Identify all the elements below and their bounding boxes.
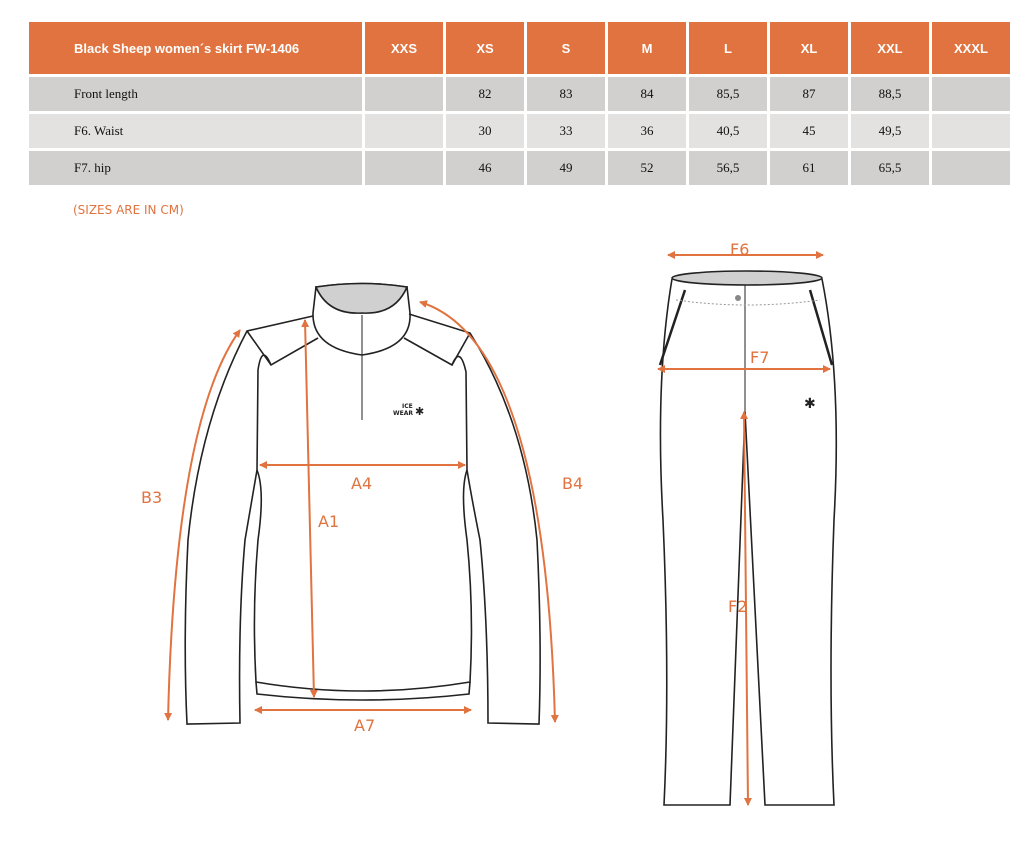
label-a4: A4 xyxy=(351,474,372,493)
size-header-xl: XL xyxy=(770,22,848,74)
arrow-b4 xyxy=(419,300,559,723)
table-cell: 49 xyxy=(527,151,605,185)
table-cell: 45 xyxy=(770,114,848,148)
size-header-xxxl: XXXL xyxy=(932,22,1010,74)
table-cell: 87 xyxy=(770,77,848,111)
table-cell: 88,5 xyxy=(851,77,929,111)
table-cell xyxy=(932,114,1010,148)
size-header-xs: XS xyxy=(446,22,524,74)
arrow-f2 xyxy=(740,411,752,806)
table-cell: 46 xyxy=(446,151,524,185)
table-title: Black Sheep women´s skirt FW-1406 xyxy=(29,22,362,74)
table-cell xyxy=(365,151,443,185)
table-cell: 30 xyxy=(446,114,524,148)
row-label: Front length xyxy=(29,77,362,111)
size-header-l: L xyxy=(689,22,767,74)
snowflake-icon: ✱ xyxy=(415,406,424,418)
size-header-m: M xyxy=(608,22,686,74)
table-cell: 85,5 xyxy=(689,77,767,111)
jacket-right-sleeve xyxy=(408,313,541,725)
label-a1: A1 xyxy=(318,512,339,531)
table-cell: 36 xyxy=(608,114,686,148)
table-row: F7. hip 46 49 52 56,5 61 65,5 xyxy=(29,151,1010,185)
table-row: Front length 82 83 84 85,5 87 88,5 xyxy=(29,77,1010,111)
label-f7: F7 xyxy=(750,348,769,367)
pants-outline xyxy=(659,278,838,806)
arrow-b3 xyxy=(164,329,241,721)
jacket-body xyxy=(253,469,473,692)
table-cell: 61 xyxy=(770,151,848,185)
table-cell: 56,5 xyxy=(689,151,767,185)
measurement-arrows xyxy=(164,251,831,806)
table-cell: 52 xyxy=(608,151,686,185)
row-label: F6. Waist xyxy=(29,114,362,148)
table-cell: 40,5 xyxy=(689,114,767,148)
svg-text:WEAR: WEAR xyxy=(393,410,413,417)
label-b3: B3 xyxy=(141,488,162,507)
size-header-xxl: XXL xyxy=(851,22,929,74)
size-header-xxs: XXS xyxy=(365,22,443,74)
table-cell: 33 xyxy=(527,114,605,148)
table-cell: 84 xyxy=(608,77,686,111)
snowflake-icon: ✱ xyxy=(804,397,816,412)
table-cell: 83 xyxy=(527,77,605,111)
table-cell: 65,5 xyxy=(851,151,929,185)
label-a7: A7 xyxy=(354,716,375,735)
table-cell xyxy=(932,151,1010,185)
arrow-a1 xyxy=(301,319,318,698)
label-f2: F2 xyxy=(728,597,747,616)
table-row: F6. Waist 30 33 36 40,5 45 49,5 xyxy=(29,114,1010,148)
jacket-drawing xyxy=(184,282,541,725)
size-header-s: S xyxy=(527,22,605,74)
ice-wear-logo: ICE xyxy=(402,403,413,410)
units-note: (SIZES ARE IN CM) xyxy=(73,203,184,217)
table-cell xyxy=(365,114,443,148)
jacket-collar-inner xyxy=(314,282,409,314)
table-cell: 49,5 xyxy=(851,114,929,148)
label-b4: B4 xyxy=(562,474,583,493)
table-cell xyxy=(932,77,1010,111)
table-cell xyxy=(365,77,443,111)
jacket-left-sleeve xyxy=(184,315,314,725)
table-cell: 82 xyxy=(446,77,524,111)
row-label: F7. hip xyxy=(29,151,362,185)
pants-waistband xyxy=(671,270,823,286)
label-f6: F6 xyxy=(730,240,749,259)
size-chart-table: Black Sheep women´s skirt FW-1406 XXS XS S M… xyxy=(26,19,1013,188)
